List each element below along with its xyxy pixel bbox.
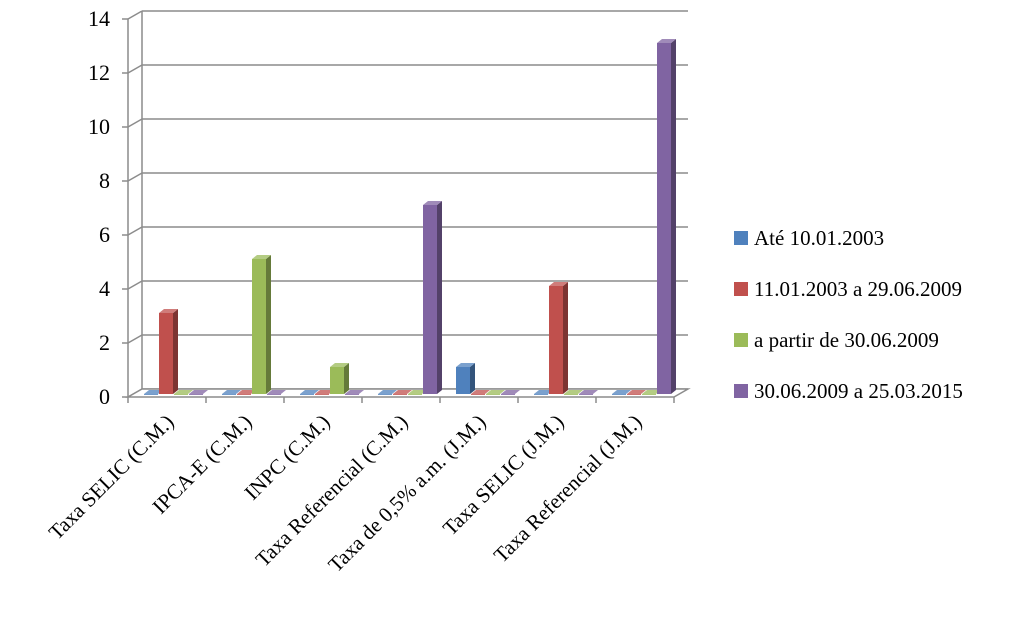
bar-top	[300, 390, 319, 394]
bar	[222, 394, 236, 395]
bar-top	[222, 390, 241, 394]
bar	[393, 394, 407, 395]
bar	[300, 394, 314, 395]
bar-top	[579, 390, 598, 394]
gridline-side	[127, 172, 143, 182]
bar	[267, 394, 281, 395]
bar-top	[189, 390, 208, 394]
legend-swatch	[734, 231, 748, 245]
bar	[159, 313, 173, 394]
bar-side	[671, 39, 676, 394]
bar	[456, 367, 470, 394]
bar	[315, 394, 329, 395]
x-tick-label: Taxa Referencial (J.M.)	[489, 410, 647, 568]
x-tick-label: Taxa de 0,5% a.m. (J.M.)	[323, 410, 490, 577]
bar-top	[549, 282, 568, 286]
legend-label: 30.06.2009 a 25.03.2015	[754, 378, 963, 403]
y-tick-label: 2	[99, 330, 110, 355]
bar-top	[408, 390, 427, 394]
bar	[501, 394, 515, 395]
bar	[408, 394, 422, 395]
bar	[144, 394, 158, 395]
bar-top	[612, 390, 631, 394]
x-tick-label: Taxa Referencial (C.M.)	[251, 410, 413, 572]
legend-swatch	[734, 282, 748, 296]
bar	[189, 394, 203, 395]
legend-swatch	[734, 384, 748, 398]
legend-swatch	[734, 333, 748, 347]
gridline-side	[127, 64, 143, 74]
bar-top	[627, 390, 646, 394]
bar-side	[266, 255, 271, 394]
bar-top	[174, 390, 193, 394]
y-tick-label: 0	[99, 384, 110, 409]
bar-top	[534, 390, 553, 394]
legend-item: Até 10.01.2003	[734, 226, 963, 250]
bar	[237, 394, 251, 395]
bar-side	[563, 282, 568, 394]
bar-side	[344, 363, 349, 394]
y-tick-label: 10	[88, 114, 110, 139]
gridline-side	[127, 10, 143, 20]
y-tick-label: 8	[99, 168, 110, 193]
legend-item: 11.01.2003 a 29.06.2009	[734, 277, 963, 301]
bar	[549, 286, 563, 394]
bar	[330, 367, 344, 394]
bar-top	[501, 390, 520, 394]
legend-label: Até 10.01.2003	[754, 225, 885, 250]
bar	[471, 394, 485, 395]
bar-top	[486, 390, 505, 394]
bar	[345, 394, 359, 395]
bar-top	[315, 390, 334, 394]
bar	[579, 394, 593, 395]
bar-top	[642, 390, 661, 394]
bar	[252, 259, 266, 394]
bar	[627, 394, 641, 395]
legend-item: 30.06.2009 a 25.03.2015	[734, 379, 963, 403]
y-tick-label: 4	[99, 276, 110, 301]
bar-top	[345, 390, 364, 394]
bar-top	[267, 390, 286, 394]
legend-label: 11.01.2003 a 29.06.2009	[754, 276, 963, 301]
y-tick-label: 12	[88, 60, 110, 85]
bar-side	[437, 201, 442, 394]
y-tick-label: 6	[99, 222, 110, 247]
x-tick-label: Taxa SELIC (C.M.)	[44, 410, 179, 545]
gridline-side	[127, 118, 143, 128]
gridline-side	[127, 334, 143, 344]
bar	[486, 394, 500, 395]
bar-top	[237, 390, 256, 394]
bar-top	[564, 390, 583, 394]
gridline-side	[127, 226, 143, 236]
bar-side	[470, 363, 475, 394]
chart-legend: Até 10.01.2003 11.01.2003 a 29.06.2009 a…	[734, 226, 963, 430]
legend-label: a partir de 30.06.2009	[754, 327, 939, 352]
bar	[378, 394, 392, 395]
bar-top	[471, 390, 490, 394]
bar-top	[456, 363, 475, 367]
bar	[657, 43, 671, 394]
bar	[174, 394, 188, 395]
bar-top	[378, 390, 397, 394]
bar-top	[423, 201, 442, 205]
bar-top	[330, 363, 349, 367]
legend-item: a partir de 30.06.2009	[734, 328, 963, 352]
y-tick-label: 14	[88, 6, 110, 31]
bar-top	[144, 390, 163, 394]
bar-top	[393, 390, 412, 394]
gridline-side	[127, 280, 143, 290]
bar-top	[657, 39, 676, 43]
bar-side	[173, 309, 178, 394]
bar	[642, 394, 656, 395]
bar-top	[159, 309, 178, 313]
bar	[564, 394, 578, 395]
bar	[534, 394, 548, 395]
bar	[612, 394, 626, 395]
bar	[423, 205, 437, 394]
bar-top	[252, 255, 271, 259]
